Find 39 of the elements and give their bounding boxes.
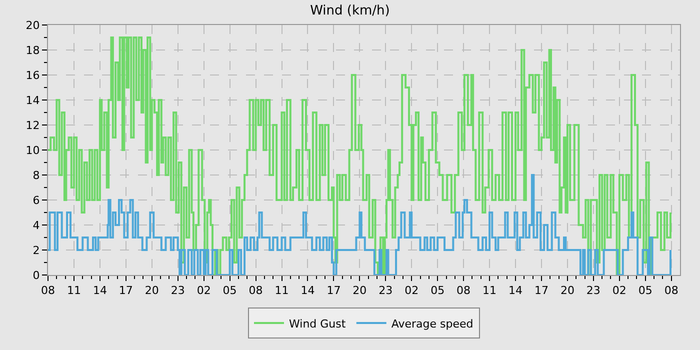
x-tick-label: 08 xyxy=(41,284,55,298)
x-tick-label: 02 xyxy=(196,284,211,298)
x-tick-label: 02 xyxy=(612,284,626,298)
x-tick-label: 11 xyxy=(274,284,289,298)
y-tick-label: 20 xyxy=(26,18,40,32)
x-tick-label: 14 xyxy=(300,284,315,298)
x-tick-label: 20 xyxy=(352,284,367,298)
x-tick-label: 20 xyxy=(144,284,159,298)
y-tick-label: 18 xyxy=(26,44,40,57)
y-tick-label: 12 xyxy=(26,118,40,132)
x-tick-label: 05 xyxy=(638,284,652,298)
y-tick-label: 16 xyxy=(26,68,40,82)
y-tick-label: 10 xyxy=(26,144,40,157)
legend-label: Wind Gust xyxy=(289,317,346,330)
x-tick-label: 05 xyxy=(222,284,237,298)
x-tick-label: 08 xyxy=(664,284,678,298)
x-tick-label: 23 xyxy=(586,284,600,298)
y-tick-label: 14 xyxy=(26,94,40,107)
x-tick-label: 08 xyxy=(456,284,471,298)
x-tick-label: 23 xyxy=(378,284,393,298)
y-tick-label: 8 xyxy=(32,168,40,182)
y-tick-label: 0 xyxy=(32,268,40,282)
y-tick-label: 2 xyxy=(32,244,40,257)
x-tick-label: 08 xyxy=(248,284,263,298)
x-tick-label: 17 xyxy=(534,284,548,298)
y-tick-label: 4 xyxy=(32,218,40,232)
chart-title: Wind (km/h) xyxy=(310,3,390,18)
x-tick-label: 11 xyxy=(66,284,81,298)
x-tick-label: 20 xyxy=(560,284,574,298)
x-tick-label: 23 xyxy=(170,284,185,298)
x-tick-label: 02 xyxy=(404,284,419,298)
x-tick-label: 05 xyxy=(430,284,445,298)
legend-label: Average speed xyxy=(391,317,474,330)
x-tick-label: 14 xyxy=(92,284,107,298)
x-tick-label: 17 xyxy=(118,284,133,298)
y-tick-label: 6 xyxy=(32,194,40,207)
x-tick-label: 17 xyxy=(326,284,341,298)
x-tick-label: 14 xyxy=(508,284,523,298)
x-tick-label: 11 xyxy=(482,284,497,298)
